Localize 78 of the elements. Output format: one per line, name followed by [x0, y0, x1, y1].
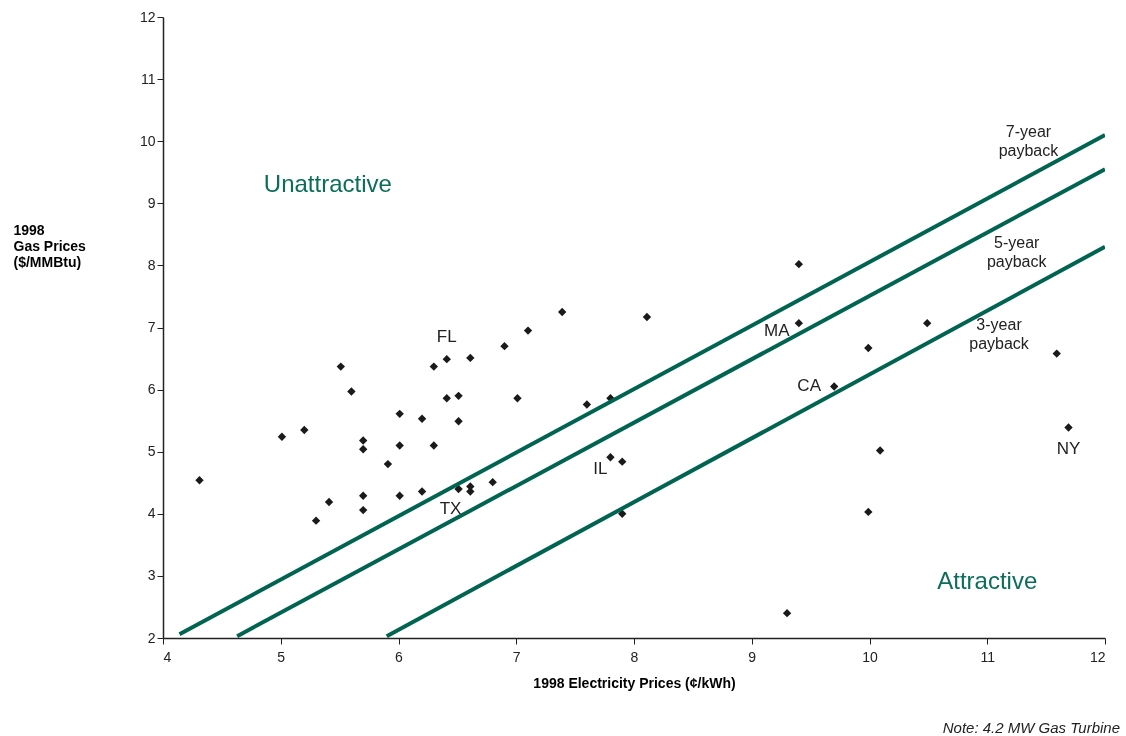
x-axis-title: 1998 Electricity Prices (¢/kWh) — [533, 674, 736, 691]
point — [454, 417, 463, 426]
point — [395, 409, 404, 418]
y-tick-label: 12 — [139, 8, 156, 25]
x-tick-label: 9 — [748, 648, 757, 665]
point — [582, 400, 592, 409]
y-tick-label: 3 — [147, 567, 156, 584]
x-tick-label: 8 — [630, 648, 639, 665]
point — [358, 491, 368, 500]
point — [829, 382, 839, 391]
point — [1064, 423, 1073, 432]
point — [923, 318, 932, 328]
point — [782, 608, 792, 618]
x-tick-label: 11 — [980, 648, 996, 665]
point — [195, 476, 204, 485]
point — [454, 391, 463, 400]
y-tick-label: 6 — [147, 381, 156, 398]
point — [618, 509, 627, 518]
x-tick-label: 10 — [862, 648, 878, 665]
x-tick-label: 12 — [1089, 648, 1106, 665]
point — [324, 497, 334, 507]
point — [442, 354, 451, 364]
series-label: 7-year payback — [998, 122, 1060, 159]
point — [513, 394, 522, 403]
x-tick-label: 6 — [395, 648, 404, 665]
series-label: 5-year payback — [986, 234, 1048, 271]
point — [442, 394, 451, 403]
x-tick-label: 5 — [277, 648, 286, 665]
y-tick-label: 5 — [147, 443, 156, 460]
point — [429, 362, 439, 371]
text: Note: 4.2 MW Gas Turbine — [942, 719, 1120, 736]
point — [383, 459, 393, 469]
annotation: IL — [593, 459, 608, 479]
point — [642, 312, 652, 322]
point — [336, 362, 345, 371]
annotation: CA — [797, 376, 822, 396]
point — [417, 414, 427, 423]
point — [794, 318, 804, 328]
point — [523, 326, 533, 335]
annotation: MA — [764, 321, 791, 341]
y-tick-label: 11 — [140, 70, 156, 87]
point — [618, 457, 627, 466]
annotation: Attractive — [937, 567, 1038, 595]
point — [277, 432, 287, 441]
point — [500, 341, 509, 351]
y-tick-label: 8 — [147, 256, 156, 273]
point — [347, 387, 356, 396]
point — [864, 343, 873, 353]
y-tick-label: 9 — [147, 194, 156, 211]
x-tick-label: 7 — [512, 648, 521, 665]
point — [358, 445, 368, 454]
point — [395, 441, 404, 450]
annotation: FL — [436, 327, 457, 347]
point — [875, 446, 885, 455]
point — [395, 491, 404, 500]
y-tick-label: 4 — [147, 505, 156, 522]
point — [466, 353, 475, 363]
y-tick-label: 10 — [139, 132, 156, 149]
x-tick-label: 4 — [163, 648, 172, 665]
point — [311, 516, 321, 525]
annotation: NY — [1056, 439, 1081, 459]
y-tick-label: 7 — [147, 319, 156, 335]
point — [794, 259, 804, 269]
point — [358, 505, 368, 515]
point — [417, 487, 427, 496]
annotation: TX — [439, 498, 462, 518]
point — [429, 441, 439, 450]
point — [864, 507, 873, 517]
point — [1052, 349, 1061, 358]
y-axis-title: 1998 Gas Prices ($/MMBtu) — [13, 221, 87, 270]
series-label: 3-year payback — [969, 316, 1030, 353]
point — [606, 453, 615, 462]
point — [557, 307, 567, 317]
annotation: Unattractive — [263, 169, 392, 197]
point — [488, 477, 497, 487]
point — [300, 425, 309, 435]
y-tick-label: 2 — [147, 629, 156, 646]
point — [358, 436, 368, 445]
